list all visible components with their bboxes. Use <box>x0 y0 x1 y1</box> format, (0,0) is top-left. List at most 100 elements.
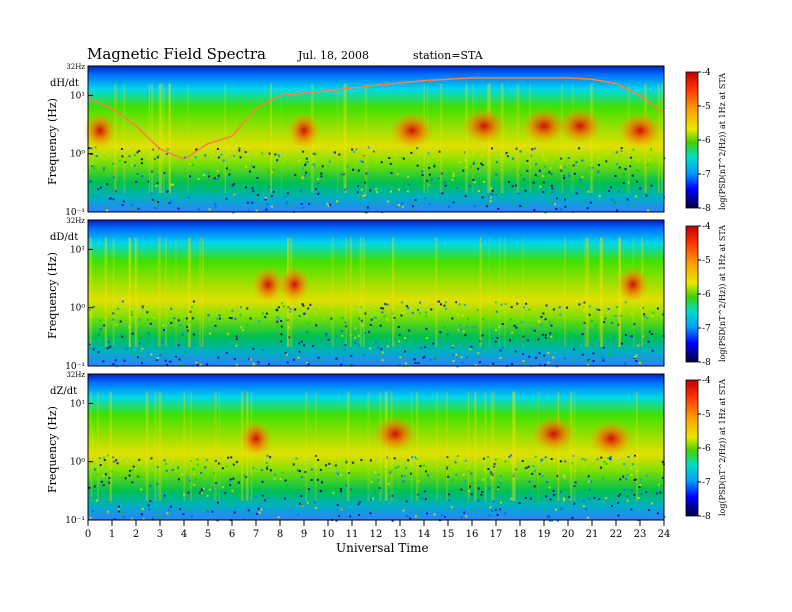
noise-pixel <box>158 175 161 178</box>
noise-pixel <box>515 326 518 329</box>
noise-pixel <box>398 188 400 191</box>
noise-pixel <box>280 354 283 357</box>
noise-pixel <box>118 510 121 513</box>
noise-pixel <box>340 508 343 511</box>
noise-pixel <box>264 198 267 201</box>
noise-pixel <box>315 506 318 509</box>
noise-pixel <box>477 352 480 355</box>
noise-pixel <box>138 351 141 354</box>
noise-pixel <box>271 333 274 336</box>
y-tick-label: 32Hz <box>66 217 85 225</box>
noise-pixel <box>491 337 493 340</box>
noise-pixel <box>120 148 123 150</box>
noise-pixel <box>537 319 540 322</box>
colorbar-2-label: log(PSD(nT^2/Hz)) at 1Hz at STA <box>718 224 727 362</box>
noise-pixel <box>322 516 325 519</box>
noise-pixel <box>556 519 559 522</box>
noise-pixel <box>401 202 404 205</box>
noise-pixel <box>260 198 263 201</box>
noise-pixel <box>544 211 547 214</box>
noise-pixel <box>230 505 232 508</box>
noise-pixel <box>308 202 311 205</box>
noise-pixel <box>411 205 414 208</box>
noise-pixel <box>138 458 141 461</box>
noise-pixel <box>108 194 111 197</box>
noise-pixel <box>238 147 241 150</box>
noise-pixel <box>630 489 633 492</box>
noise-pixel <box>89 516 92 519</box>
noise-pixel <box>271 461 274 464</box>
noise-pixel <box>460 191 463 194</box>
noise-pixel <box>137 304 140 307</box>
noise-pixel <box>243 518 246 521</box>
noise-pixel <box>588 480 591 483</box>
streak <box>436 391 439 501</box>
noise-pixel <box>654 332 657 335</box>
noise-pixel <box>308 172 311 175</box>
noise-pixel <box>340 487 342 490</box>
noise-pixel <box>493 463 496 465</box>
noise-pixel <box>501 346 504 349</box>
noise-pixel <box>197 208 200 211</box>
noise-pixel <box>170 321 173 324</box>
streak <box>411 391 413 501</box>
noise-pixel <box>506 155 509 158</box>
y-tick-label: 10⁰ <box>70 304 85 314</box>
noise-pixel <box>230 317 233 320</box>
noise-pixel <box>388 157 391 159</box>
noise-pixel <box>579 178 582 181</box>
noise-pixel <box>414 199 417 202</box>
noise-pixel <box>444 301 447 304</box>
noise-pixel <box>462 169 465 172</box>
noise-pixel <box>439 331 442 334</box>
noise-pixel <box>123 359 126 362</box>
noise-pixel <box>227 456 229 459</box>
noise-pixel <box>287 306 290 309</box>
noise-pixel <box>124 462 127 465</box>
noise-pixel <box>559 460 562 463</box>
noise-pixel <box>585 327 588 330</box>
noise-pixel <box>530 154 533 157</box>
noise-pixel <box>446 333 449 336</box>
noise-pixel <box>280 320 283 322</box>
noise-pixel <box>490 477 493 480</box>
noise-pixel <box>614 201 617 204</box>
noise-pixel <box>588 313 591 316</box>
noise-pixel <box>261 480 264 483</box>
noise-pixel <box>584 339 587 341</box>
noise-pixel <box>626 495 629 497</box>
noise-pixel <box>317 178 320 180</box>
noise-pixel <box>564 460 567 463</box>
noise-pixel <box>310 340 313 342</box>
noise-pixel <box>587 359 590 362</box>
noise-pixel <box>538 352 541 355</box>
noise-pixel <box>590 320 593 323</box>
noise-pixel <box>103 364 106 367</box>
noise-pixel <box>172 183 175 186</box>
noise-pixel <box>182 501 185 504</box>
noise-pixel <box>103 459 106 462</box>
noise-pixel <box>271 205 273 208</box>
noise-pixel <box>581 333 584 336</box>
streak <box>165 237 167 347</box>
noise-pixel <box>156 466 159 469</box>
noise-pixel <box>495 310 498 313</box>
streak <box>479 237 482 347</box>
noise-pixel <box>483 335 486 338</box>
noise-pixel <box>581 353 584 356</box>
noise-pixel <box>240 495 243 498</box>
noise-pixel <box>257 507 260 510</box>
noise-pixel <box>467 470 470 473</box>
noise-pixel <box>500 303 503 306</box>
noise-pixel <box>345 461 348 464</box>
noise-pixel <box>648 507 651 510</box>
noise-pixel <box>574 481 577 484</box>
noise-pixel <box>402 157 405 160</box>
streak <box>202 237 204 347</box>
noise-pixel <box>440 172 443 175</box>
noise-pixel <box>246 324 249 326</box>
y-tick-label: 10¹ <box>70 91 85 101</box>
noise-pixel <box>655 492 658 495</box>
noise-pixel <box>258 208 261 211</box>
noise-pixel <box>386 303 389 306</box>
